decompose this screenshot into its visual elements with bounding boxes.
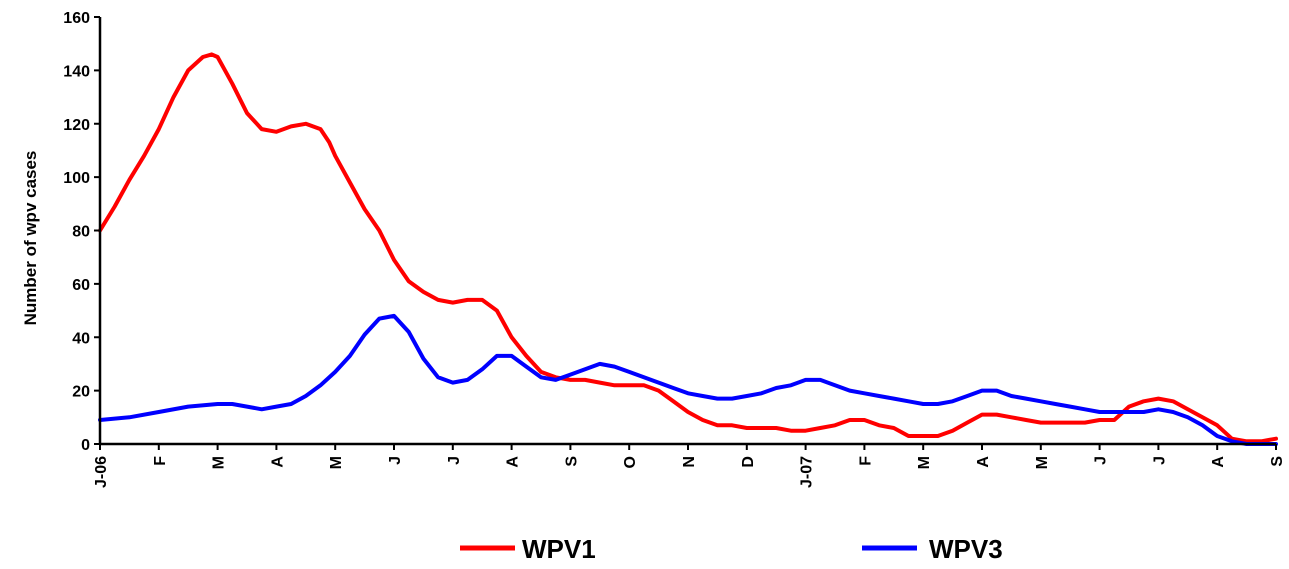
x-tick-label: A [975, 456, 992, 468]
x-axis: J-06 F M A M J J A S O N D J-07 F M A M J J A S [93, 442, 1286, 488]
plot-area [98, 52, 1278, 446]
legend-label-wpv3: WPV3 [929, 534, 1003, 564]
y-tick-label: 160 [63, 10, 90, 27]
x-tick-label: F [152, 456, 169, 466]
x-tick-label: M [1034, 456, 1051, 469]
x-tick-label: F [857, 456, 874, 466]
y-tick-label: 100 [63, 170, 90, 187]
x-tick-label: J [387, 456, 404, 465]
y-tick-label: 20 [72, 384, 90, 401]
x-tick-label: S [1269, 456, 1286, 467]
y-axis-title: Number of wpv cases [21, 151, 40, 326]
x-tick-label: J-06 [93, 456, 110, 488]
x-tick-label: J-07 [799, 456, 816, 488]
x-tick-label: A [1210, 456, 1227, 468]
series-line-wpv3 [98, 313, 1278, 446]
x-tick-label: N [681, 456, 698, 468]
x-tick-label: M [916, 456, 933, 469]
x-tick-label: A [505, 456, 522, 468]
series-line-wpv1 [98, 52, 1278, 444]
legend: WPV1 WPV3 [460, 534, 1003, 564]
x-tick-label: S [563, 456, 580, 467]
x-tick-label: J [446, 456, 463, 465]
y-tick-label: 40 [72, 330, 90, 347]
x-tick-label: A [269, 456, 286, 468]
x-tick-label: D [740, 456, 757, 468]
x-tick-label: O [622, 456, 639, 468]
y-tick-label: 60 [72, 277, 90, 294]
legend-label-wpv1: WPV1 [522, 534, 596, 564]
y-tick-label: 80 [72, 224, 90, 241]
x-tick-label: M [211, 456, 228, 469]
y-axis: 0 20 40 60 80 100 120 140 160 [63, 10, 102, 454]
x-tick-label: J [1151, 456, 1168, 465]
x-tick-label: M [328, 456, 345, 469]
y-tick-label: 120 [63, 117, 90, 134]
y-tick-label: 140 [63, 63, 90, 80]
y-tick-label: 0 [81, 437, 90, 454]
x-tick-label: J [1093, 456, 1110, 465]
